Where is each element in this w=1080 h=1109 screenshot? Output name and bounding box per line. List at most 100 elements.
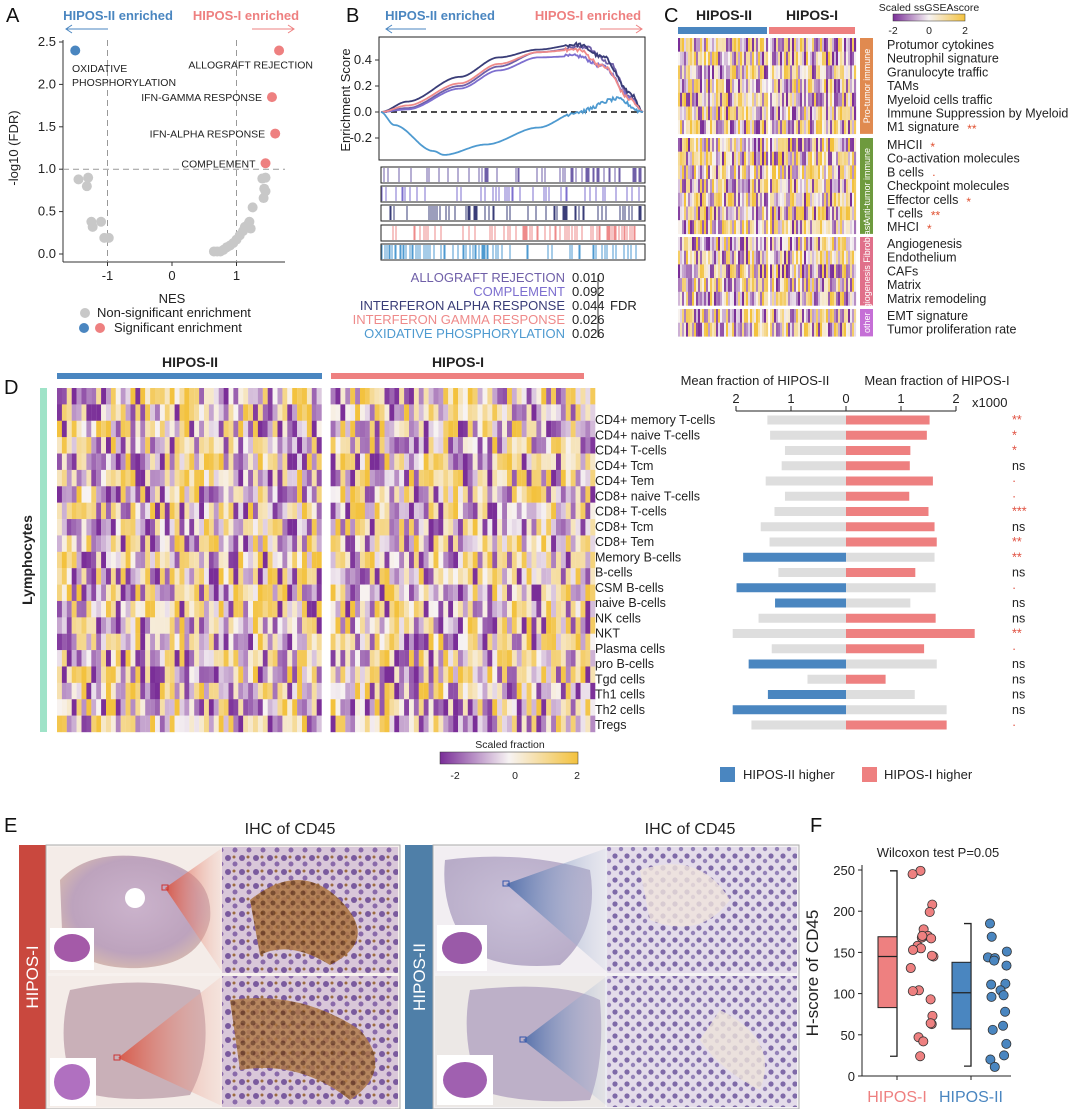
d-heatmap-cell — [179, 682, 185, 700]
d-heatmap-cell — [355, 617, 361, 634]
d-heatmap-cell — [218, 715, 224, 733]
a-point-label: COMPLEMENT — [181, 158, 256, 170]
c-heatmap-cell — [834, 206, 837, 221]
d-heatmap-cell — [467, 469, 473, 487]
c-heatmap-cell — [682, 106, 685, 121]
d-heatmap-cell — [106, 666, 111, 684]
c-heatmap-cell — [830, 120, 833, 135]
d-heatmap-cell — [302, 699, 307, 716]
c-heatmap-cell — [726, 309, 729, 323]
c-heatmap-cell — [840, 120, 843, 135]
c-heatmap-cell — [740, 79, 743, 93]
c-heatmap-cell — [788, 237, 791, 251]
d-heatmap-cell — [438, 617, 444, 634]
c-heatmap-cell — [716, 278, 719, 292]
c-heatmap-cell — [824, 192, 827, 207]
c-heatmap-cell — [822, 179, 825, 193]
c-heatmap-cell — [848, 51, 851, 66]
c-heatmap-cell — [822, 278, 825, 292]
c-heatmap-cell — [712, 120, 715, 135]
c-heatmap-cell — [682, 51, 685, 66]
d-significance: · — [1012, 489, 1016, 503]
d-heatmap-cell — [101, 617, 107, 634]
c-heatmap-cell — [780, 165, 783, 180]
c-heatmap-cell — [700, 79, 703, 93]
d-heatmap-cell — [228, 584, 234, 602]
c-heatmap-cell — [846, 79, 849, 93]
c-heatmap-cell — [728, 38, 731, 52]
c-heatmap-cell — [760, 120, 763, 135]
d-heatmap-cell — [560, 437, 566, 454]
d-heatmap-cell — [404, 600, 410, 618]
d-heatmap-cell — [106, 699, 111, 716]
c-heatmap-cell — [740, 165, 743, 180]
c-heatmap-cell — [818, 192, 821, 207]
d-heatmap-cell — [546, 666, 552, 684]
c-heatmap-cell — [752, 151, 755, 166]
d-heatmap-cell — [204, 600, 209, 618]
c-heatmap-cell — [714, 79, 717, 93]
d-cb-tick: 2 — [574, 770, 580, 782]
c-heatmap-cell — [730, 322, 733, 337]
c-heatmap-cell — [712, 192, 715, 207]
d-heatmap-cell — [66, 535, 72, 553]
d-heatmap-cell — [257, 469, 263, 487]
d-heatmap-cell — [516, 502, 522, 520]
d-heatmap-cell — [57, 600, 62, 618]
c-heatmap-cell — [782, 138, 785, 152]
d-heatmap-cell — [204, 519, 209, 536]
d-heatmap-cell — [302, 715, 307, 733]
d-heatmap-cell — [238, 715, 244, 733]
d-heatmap-cell — [502, 617, 508, 634]
c-heatmap-cell — [724, 192, 727, 207]
d-heatmap-cell — [369, 568, 375, 585]
d-heatmap-cell — [120, 715, 126, 733]
d-heatmap-cell — [330, 715, 336, 733]
d-heatmap-cell — [364, 469, 370, 487]
c-heatmap-cell — [726, 322, 729, 337]
d-heatmap-cell — [238, 584, 244, 602]
d-heatmap-cell — [516, 453, 522, 471]
d-heatmap-cell — [374, 519, 380, 536]
c-heatmap-cell — [820, 237, 823, 251]
c-heatmap-cell — [730, 264, 733, 279]
d-heatmap-cell — [71, 453, 77, 471]
c-heatmap-cell — [678, 206, 681, 221]
c-heatmap-cell — [704, 51, 707, 66]
c-heatmap-cell — [762, 220, 765, 235]
c-heatmap-cell — [790, 151, 793, 166]
c-heatmap-cell — [842, 250, 845, 265]
c-heatmap-cell — [798, 51, 801, 66]
legend-sig-marker-pink — [95, 323, 105, 333]
d-heatmap-cell — [364, 453, 370, 471]
c-heatmap-cell — [726, 192, 729, 207]
d-heatmap-cell — [189, 715, 195, 733]
d-heatmap-cell — [418, 617, 424, 634]
d-heatmap-cell — [526, 650, 532, 667]
d-heatmap-cell — [575, 551, 581, 569]
d-heatmap-cell — [306, 568, 312, 585]
d-heatmap-cell — [551, 650, 557, 667]
c-heatmap-cell — [720, 51, 723, 66]
c-heatmap-cell — [716, 165, 719, 180]
d-heatmap-cell — [369, 699, 375, 716]
c-heatmap-cell — [692, 278, 695, 292]
d-heatmap-cell — [580, 650, 586, 667]
c-heatmap-cell — [786, 309, 789, 323]
c-heatmap-cell — [786, 138, 789, 152]
d-heatmap-cell — [409, 453, 414, 471]
c-heatmap-cell — [816, 151, 819, 166]
c-heatmap-cell — [794, 65, 797, 80]
d-heatmap-cell — [282, 535, 288, 553]
c-heatmap-cell — [692, 51, 695, 66]
c-heatmap-cell — [816, 309, 819, 323]
c-heatmap-cell — [678, 106, 681, 121]
d-heatmap-cell — [155, 502, 160, 520]
c-heatmap-cell — [826, 250, 829, 265]
d-heatmap-cell — [150, 437, 156, 454]
d-heatmap-cell — [81, 633, 87, 651]
d-bar-hipos-i — [846, 659, 937, 669]
c-heatmap-cell — [834, 120, 837, 135]
d-heatmap-cell — [169, 551, 175, 569]
c-heatmap-cell — [754, 51, 757, 66]
